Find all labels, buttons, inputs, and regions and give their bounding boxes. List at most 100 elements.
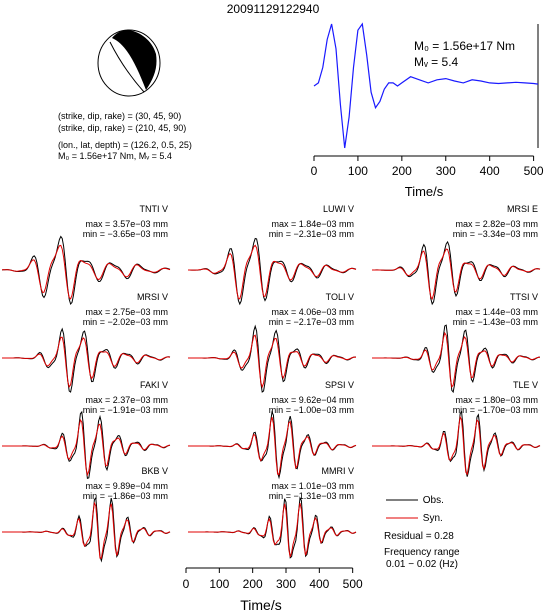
bottom-axis-tick-label: 300 (276, 577, 296, 591)
station-waveform-svg (188, 237, 357, 306)
synthetic-trace (372, 331, 540, 389)
station-panel: SPSI V max = 9.62e−04 mm min = −1.00e−03 m… (186, 380, 362, 480)
residual-label: Residual = 0.28 (384, 531, 454, 542)
station-waveform-svg (188, 324, 357, 393)
frequency-range-value: 0.01 − 0.02 (Hz) (386, 559, 458, 570)
synthetic-trace (1, 244, 171, 300)
station-max-label: max = 3.57e−03 mm (85, 219, 168, 229)
station-min-label: min = −2.17e−03 mm (268, 317, 354, 327)
info-line-2: (strike, dip, rake) = (210, 45, 90) (58, 123, 187, 133)
bottom-axis-tick-label: 200 (243, 577, 263, 591)
station-name: FAKI V (139, 380, 168, 390)
station-panel: MRSI V max = 2.75e−03 mm min = −2.02e−03 m… (0, 292, 176, 393)
station-max-label: max = 2.82e−03 mm (455, 219, 538, 229)
info-line-1: (strike, dip, rake) = (30, 45, 90) (58, 111, 182, 121)
synthetic-trace (188, 416, 357, 476)
station-panel: LUWI V max = 1.84e−03 mm min = −2.31e−03 m… (186, 204, 362, 306)
station-min-label: min = −2.02e−03 mm (82, 317, 168, 327)
stf-x-axis-label: Time/s (405, 184, 444, 199)
synthetic-trace (188, 502, 357, 558)
station-max-label: max = 2.75e−03 mm (85, 307, 168, 317)
station-max-label: max = 9.62e−04 mm (271, 395, 354, 405)
station-waveform-svg (372, 324, 541, 394)
station-max-label: max = 1.44e−03 mm (455, 307, 538, 317)
info-line-3: (lon., lat, depth) = (126.2, 0.5, 25) (58, 140, 192, 150)
station-max-label: max = 9.89e−04 mm (85, 481, 168, 491)
synthetic-trace (372, 415, 541, 476)
station-panel: TNTI V max = 3.57e−03 mm min = −3.65e−03 m… (0, 204, 176, 306)
bottom-axis-tick-label: 500 (343, 577, 363, 591)
station-max-label: max = 1.80e−03 mm (455, 395, 538, 405)
syn-legend-label: Syn. (422, 513, 443, 524)
stf-m0-label: M₀ = 1.56e+17 Nm (414, 39, 516, 53)
bottom-axis-tick-label: 0 (183, 577, 190, 591)
station-name: LUWI V (322, 204, 354, 214)
station-panel: TTSI V max = 1.44e−03 mm min = −1.43e−03 m… (370, 292, 546, 394)
stf-x-tick-label: 300 (436, 164, 456, 178)
observed-trace (372, 410, 541, 477)
stf-x-tick-label: 100 (348, 164, 368, 178)
station-waveform-svg (188, 410, 357, 480)
bottom-axis-label: Time/s (240, 597, 281, 613)
station-waveform-svg (1, 235, 171, 306)
bottom-axis-tick-label: 400 (309, 577, 329, 591)
synthetic-trace (372, 248, 541, 300)
station-name: MRSI E (506, 204, 538, 214)
frequency-range-label: Frequency range (384, 547, 460, 558)
station-min-label: min = −3.34e−03 mm (452, 229, 538, 239)
station-min-label: min = −1.31e−03 mm (268, 491, 354, 501)
station-name: BKB V (141, 466, 168, 476)
station-waveform-svg (372, 240, 541, 306)
station-panel: MMRI V max = 1.01e−03 mm min = −1.31e−03 m… (186, 466, 362, 559)
station-max-label: max = 2.37e−03 mm (85, 395, 168, 405)
station-waveform-svg (372, 410, 541, 477)
syn-legend-line (386, 517, 418, 519)
stf-x-tick-label: 500 (524, 164, 544, 178)
station-min-label: min = −1.43e−03 mm (452, 317, 538, 327)
station-name: MRSI V (136, 292, 168, 302)
station-max-label: max = 4.06e−03 mm (271, 307, 354, 317)
station-panel: MRSI E max = 2.82e−03 mm min = −3.34e−03 m… (370, 204, 546, 306)
stf-x-tick-label: 400 (480, 164, 500, 178)
station-min-label: min = −1.00e−03 mm (268, 405, 354, 415)
synthetic-trace (188, 244, 357, 300)
station-panel: TOLI V max = 4.06e−03 mm min = −2.17e−03 m… (186, 292, 362, 393)
station-waveform-svg (2, 496, 171, 563)
station-name: TLE V (512, 380, 538, 390)
station-waveform-svg (2, 327, 171, 393)
observed-trace (188, 237, 357, 306)
station-min-label: min = −1.86e−03 mm (82, 491, 168, 501)
plot-title: 20091129122940 (226, 2, 320, 16)
station-min-label: min = −1.91e−03 mm (82, 405, 168, 415)
obs-legend-label: Obs. (422, 495, 444, 506)
station-name: TTSI V (509, 292, 538, 302)
station-max-label: max = 1.84e−03 mm (271, 219, 354, 229)
station-name: TOLI V (325, 292, 354, 302)
station-name: MMRI V (321, 466, 355, 476)
synthetic-trace (188, 334, 357, 389)
station-name: TNTI V (139, 204, 169, 214)
station-panel: TLE V max = 1.80e−03 mm min = −1.70e−03 mm (370, 380, 546, 477)
stf-curve (313, 22, 539, 149)
source-time-function-plot: 0 100 200 300 400 500 Time/s (311, 22, 544, 199)
station-min-label: min = −3.65e−03 mm (82, 229, 168, 239)
bottom-time-axis: 0 100 200 300 400 500 Time/s (183, 567, 363, 613)
synthetic-trace (2, 501, 171, 559)
station-min-label: min = −1.70e−03 mm (452, 405, 538, 415)
bottom-axis-tick-label: 100 (209, 577, 229, 591)
stf-x-tick-label: 200 (392, 164, 412, 178)
station-panel: BKB V max = 9.89e−04 mm min = −1.86e−03 mm (0, 466, 176, 563)
info-line-4: M₀ = 1.56e+17 Nm, Mᵥ = 5.4 (58, 151, 172, 161)
stf-mw-label: Mᵥ = 5.4 (414, 55, 459, 69)
obs-legend-line (386, 499, 418, 501)
stf-x-tick-label: 0 (311, 164, 318, 178)
station-panel: FAKI V max = 2.37e−03 mm min = −1.91e−03 m… (0, 380, 176, 479)
beachball-icon (97, 29, 161, 97)
station-min-label: min = −2.31e−03 mm (268, 229, 354, 239)
station-name: SPSI V (324, 380, 354, 390)
synthetic-trace (2, 336, 171, 389)
station-waveform-svg (188, 496, 357, 559)
station-waveform-svg (2, 410, 171, 479)
synthetic-trace (2, 418, 171, 477)
station-max-label: max = 1.01e−03 mm (271, 481, 354, 491)
